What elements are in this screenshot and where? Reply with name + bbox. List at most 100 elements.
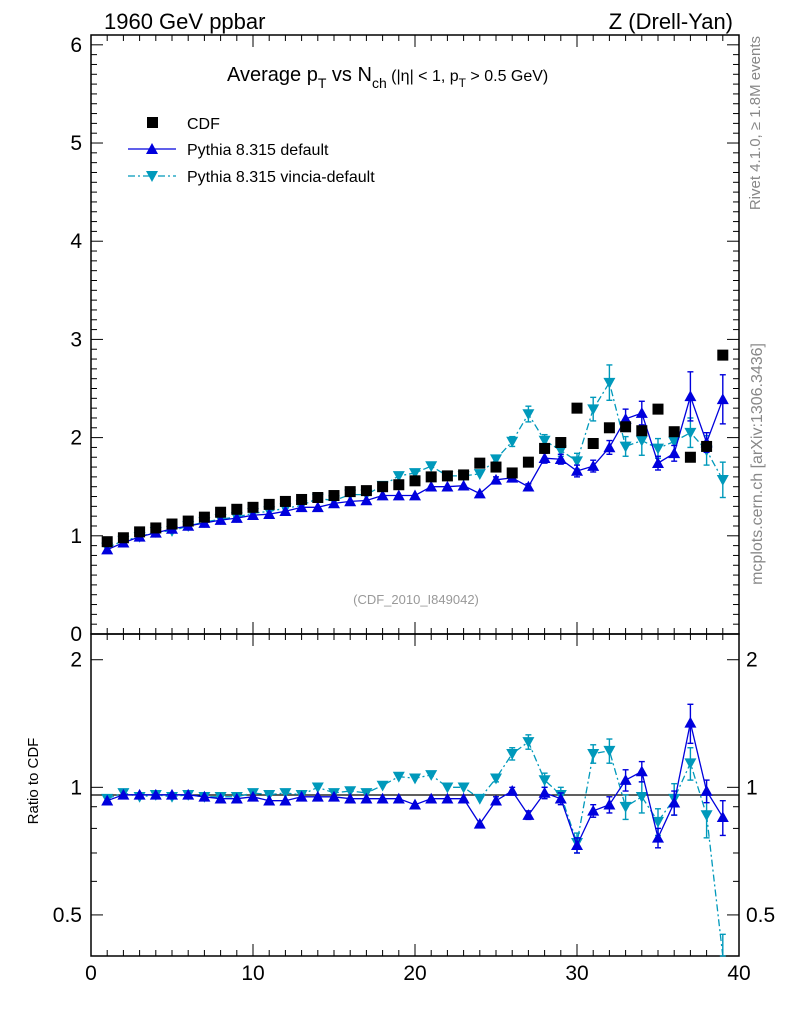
ratio-default-point xyxy=(635,765,648,777)
ratio-default-point xyxy=(409,798,421,810)
ratio-default-point xyxy=(457,792,470,804)
ratio-vincia-point xyxy=(538,775,551,787)
cdf-point xyxy=(409,475,421,487)
ratio-default-point xyxy=(360,792,373,804)
ratio-vincia-point xyxy=(506,748,519,760)
ratio-y-tick-label: 2 xyxy=(70,649,82,672)
ratio-default-point xyxy=(392,792,405,804)
ratio-vincia-point xyxy=(409,773,421,785)
analysis-watermark: (CDF_2010_I849042) xyxy=(353,592,479,607)
axis-tick-labels: 0 10 20 30 40 0 1 2 3 4 5 6 0.5 0.5 1 1 2 2 xyxy=(53,34,775,985)
ratio-default-point xyxy=(619,774,632,785)
title-cuts-b: > 0.5 GeV) xyxy=(466,68,548,85)
ratio-vincia-point xyxy=(490,773,502,785)
ratio-default-point xyxy=(247,790,259,802)
ratio-y-tick-label: 0.5 xyxy=(53,904,82,927)
ratio-default-point xyxy=(473,817,486,829)
vincia-point xyxy=(425,461,438,473)
vincia-point xyxy=(522,409,535,421)
vincia-point xyxy=(668,436,681,448)
cdf-point xyxy=(587,437,599,449)
ratio-vincia-point xyxy=(392,771,405,783)
y-tick-label: 2 xyxy=(70,427,82,450)
legend-label-vincia: Pythia 8.315 vincia-default xyxy=(187,169,375,186)
default-point xyxy=(635,407,648,418)
ratio-default-point xyxy=(571,839,583,851)
ratio-vincia-point xyxy=(441,782,454,794)
cdf-point xyxy=(701,440,713,452)
vincia-point xyxy=(409,468,421,479)
default-point xyxy=(490,473,502,485)
default-point xyxy=(376,489,389,501)
default-point xyxy=(295,501,308,513)
ratio-vincia-point xyxy=(522,737,535,748)
vincia-point xyxy=(684,427,697,439)
title-cuts-a: (|η| < 1, p xyxy=(387,68,459,85)
ratio-default-point xyxy=(182,788,195,800)
ratio-default-point xyxy=(263,794,276,806)
cdf-point xyxy=(603,422,615,434)
cdf-point xyxy=(198,511,210,523)
x-tick-label: 40 xyxy=(727,962,750,985)
title-main: Average p xyxy=(227,64,318,86)
ratio-default-point xyxy=(716,811,729,823)
ratio-default-point xyxy=(311,790,324,802)
default-point xyxy=(263,508,276,519)
title-sub-t: T xyxy=(318,75,327,91)
default-point xyxy=(571,464,583,476)
vincia-point xyxy=(587,404,600,416)
cdf-point xyxy=(166,518,178,530)
vincia-point xyxy=(603,377,616,389)
cdf-point xyxy=(296,493,308,505)
legend-marker-default xyxy=(146,143,158,154)
cdf-point xyxy=(539,442,551,454)
cdf-point xyxy=(279,495,291,507)
cdf-point xyxy=(182,515,194,527)
ratio-default-point xyxy=(700,785,713,796)
cdf-point xyxy=(652,403,664,415)
cdf-point xyxy=(360,485,372,497)
cdf-point xyxy=(571,402,583,414)
ratio-y-axis-label: Ratio to CDF xyxy=(25,738,42,825)
default-point xyxy=(328,497,340,509)
cdf-point xyxy=(263,498,275,510)
cdf-point xyxy=(458,469,470,481)
y-tick-label: 6 xyxy=(70,34,82,57)
chart-title: Average pT vs Nch (|η| < 1, pT > 0.5 GeV… xyxy=(227,64,548,91)
cdf-point xyxy=(620,421,632,433)
ratio-default-point xyxy=(101,794,114,806)
cdf-point xyxy=(344,486,356,498)
y-tick-label: 4 xyxy=(70,230,82,253)
vincia-point xyxy=(619,441,632,453)
ratio-default-point xyxy=(554,792,567,804)
vincia-point xyxy=(635,435,648,447)
default-point xyxy=(214,514,227,525)
vincia-point xyxy=(490,454,502,466)
ratio-vincia-point xyxy=(619,801,632,813)
cdf-point xyxy=(474,457,486,469)
cdf-point xyxy=(555,437,567,449)
side-text-lower: mcplots.cern.ch [arXiv:1306.3436] xyxy=(749,343,766,585)
default-point xyxy=(101,543,114,555)
default-point xyxy=(247,509,259,520)
ratio-vincia-point xyxy=(457,782,470,794)
ratio-default-point xyxy=(587,804,600,816)
legend: CDF Pythia 8.315 default Pythia 8.315 vi… xyxy=(128,116,375,186)
default-point xyxy=(603,441,616,453)
header-right: Z (Drell-Yan) xyxy=(609,9,733,34)
ratio-vincia-point xyxy=(376,780,389,792)
default-point xyxy=(311,501,324,513)
vincia-point xyxy=(392,471,405,482)
default-point xyxy=(473,487,486,499)
ratio-default-point xyxy=(441,792,454,804)
ratio-vincia-point xyxy=(652,816,664,828)
ratio-default-point xyxy=(133,788,146,800)
default-point xyxy=(538,452,551,464)
ratio-vincia-point xyxy=(684,758,697,770)
ratio-default-point xyxy=(279,794,292,806)
default-point xyxy=(554,453,567,465)
default-point xyxy=(392,489,405,501)
y-tick-label: 1 xyxy=(70,525,82,548)
title-cuts-sub: T xyxy=(459,76,467,90)
legend-label-cdf: CDF xyxy=(187,116,220,133)
